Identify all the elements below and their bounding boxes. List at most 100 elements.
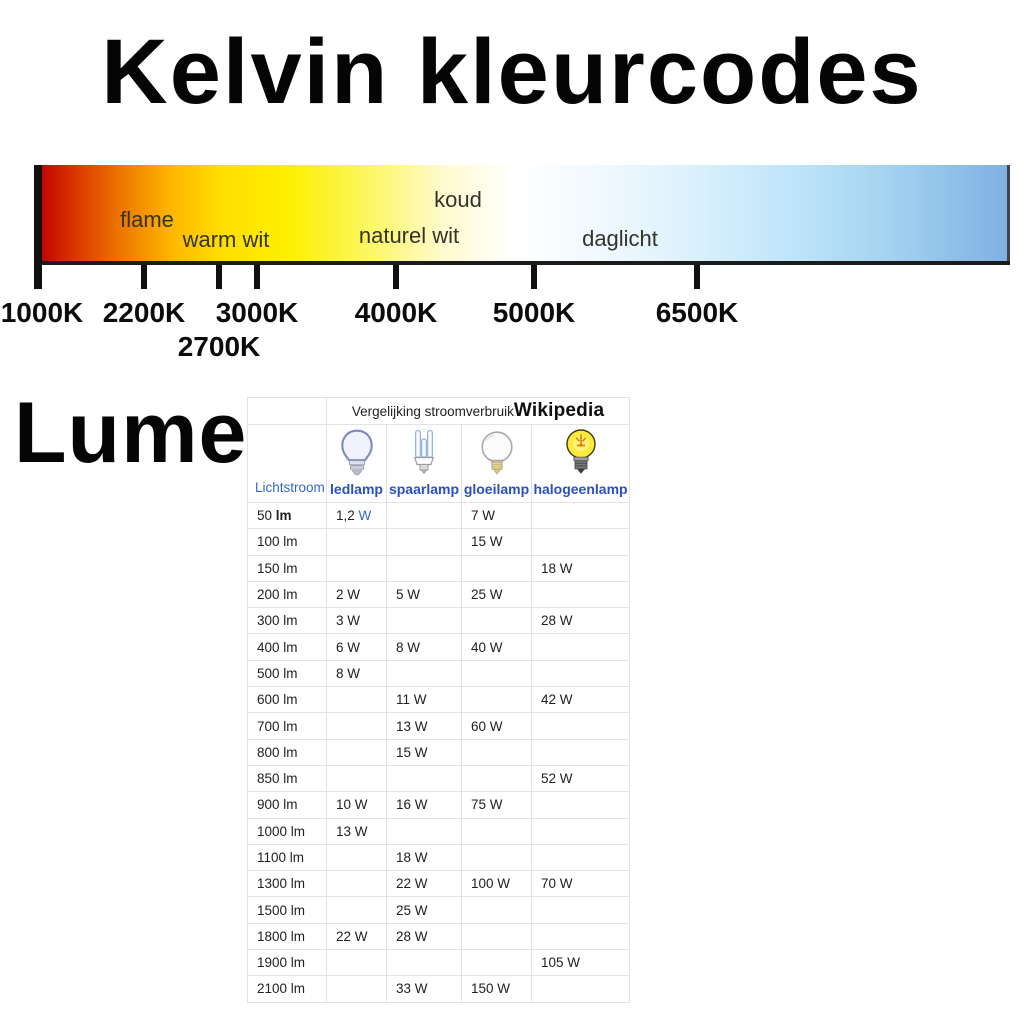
- tick-label-2700k: 2700K: [177, 331, 261, 362]
- wattage-cell: [530, 712, 631, 740]
- spaarlamp-header-cell: spaarlamp: [386, 424, 462, 503]
- table-row: 150 lm 18 W: [247, 554, 631, 582]
- wattage-cell: [530, 975, 631, 1003]
- wattage-cell: [530, 896, 631, 924]
- zone-label-flame: flame: [120, 207, 174, 232]
- wattage-cell: [326, 764, 387, 793]
- table-row: 300 lm 3 W 28 W: [247, 607, 631, 635]
- table-corner-cell: [247, 397, 327, 425]
- ledlamp-link[interactable]: ledlamp: [330, 480, 383, 497]
- tick-label-1000k: 1000K: [0, 297, 84, 328]
- wattage-cell: [326, 949, 387, 977]
- zone-label-warm-wit: warm wit: [182, 227, 270, 252]
- wattage-cell: [386, 817, 462, 845]
- wattage-cell: 18 W: [530, 554, 631, 582]
- wattage-cell: 15 W: [461, 528, 532, 556]
- wattage-cell: [530, 817, 631, 845]
- wattage-cell: [326, 528, 387, 556]
- wattage-cell: [326, 843, 387, 872]
- wattage-cell: 13 W: [326, 817, 387, 845]
- wattage-cell: 5 W: [386, 580, 462, 609]
- halogeenlamp-header-cell: halogeenlamp: [530, 424, 631, 503]
- tick-label-3000k: 3000K: [215, 297, 299, 328]
- tick-label-5000k: 5000K: [492, 297, 576, 328]
- wattage-cell: 7 W: [461, 501, 532, 530]
- wattage-cell: [326, 870, 387, 898]
- wattage-cell: [326, 975, 387, 1003]
- tick-2700k: [216, 265, 222, 289]
- page-title: Kelvin kleurcodes: [101, 21, 923, 123]
- wattage-cell: 28 W: [530, 607, 631, 635]
- halogeenlamp-link[interactable]: halogeenlamp: [533, 480, 628, 497]
- lumen-cell: 600 lm: [247, 686, 327, 714]
- wattage-cell: 42 W: [530, 686, 631, 714]
- wattage-cell: 1,2 W: [326, 501, 387, 530]
- consumption-table: Vergelijking stroomverbruikWikipedia Lic…: [247, 397, 631, 1003]
- wattage-cell: [326, 554, 387, 582]
- wattage-cell: [530, 633, 631, 661]
- wattage-cell: [386, 554, 462, 582]
- table-row: 1800 lm 22 W 28 W: [247, 922, 631, 951]
- wattage-cell: [530, 580, 631, 609]
- lichtstroom-header-cell: Lichtstroom: [247, 424, 327, 503]
- lumen-cell: 100 lm: [247, 528, 327, 556]
- wattage-cell: [461, 686, 532, 714]
- table-row: 1900 lm 105 W: [247, 949, 631, 977]
- wattage-cell: [386, 528, 462, 556]
- wattage-cell: 2 W: [326, 580, 387, 609]
- table-row: 1000 lm 13 W: [247, 817, 631, 845]
- wattage-cell: [326, 712, 387, 740]
- lumen-cell: 1000 lm: [247, 817, 327, 845]
- lumen-cell: 1100 lm: [247, 843, 327, 872]
- wattage-cell: 70 W: [530, 870, 631, 898]
- watt-link[interactable]: W: [358, 508, 372, 524]
- table-caption: Vergelijking stroomverbruik: [351, 404, 514, 419]
- wattage-cell: [326, 896, 387, 924]
- wattage-cell: 40 W: [461, 633, 532, 661]
- wattage-cell: 10 W: [326, 791, 387, 819]
- wattage-cell: [461, 817, 532, 845]
- lumen-cell: 900 lm: [247, 791, 327, 819]
- wattage-cell: 18 W: [386, 843, 462, 872]
- wattage-cell: 60 W: [461, 712, 532, 740]
- tick-4000k: [393, 265, 399, 289]
- lumen-cell: 850 lm: [247, 764, 327, 793]
- wattage-cell: [326, 686, 387, 714]
- wattage-cell: [461, 554, 532, 582]
- wattage-cell: 8 W: [326, 659, 387, 688]
- wattage-cell: [530, 791, 631, 819]
- wattage-cell: 105 W: [530, 949, 631, 977]
- wattage-cell: 75 W: [461, 791, 532, 819]
- tick-5000k: [531, 265, 537, 289]
- wattage-cell: 13 W: [386, 712, 462, 740]
- kelvin-gradient-bar: [38, 165, 1010, 261]
- halogen-bulb-icon: [563, 428, 599, 477]
- wattage-cell: 6 W: [326, 633, 387, 661]
- gloeilamp-link[interactable]: gloeilamp: [463, 480, 530, 497]
- table-row: 1300 lm 22 W 100 W 70 W: [247, 870, 631, 898]
- table-row: 500 lm 8 W: [247, 659, 631, 688]
- lumen-cell: 50 lm: [247, 501, 327, 530]
- tick-2200k: [141, 265, 147, 289]
- wattage-cell: [386, 659, 462, 688]
- wattage-cell: [530, 528, 631, 556]
- wattage-cell: [461, 738, 532, 766]
- wattage-cell: [386, 607, 462, 635]
- table-row: 1100 lm 18 W: [247, 843, 631, 872]
- lichtstroom-link[interactable]: Lichtstroom: [255, 480, 325, 495]
- spaarlamp-link[interactable]: spaarlamp: [388, 480, 460, 497]
- tick-label-6500k: 6500K: [655, 297, 739, 328]
- wattage-cell: 22 W: [386, 870, 462, 898]
- wattage-cell: [386, 764, 462, 793]
- led-bulb-icon: [338, 429, 376, 477]
- table-caption-cell: Vergelijking stroomverbruikWikipedia: [325, 397, 631, 425]
- wattage-cell: [530, 659, 631, 688]
- wattage-cell: [326, 738, 387, 766]
- zone-label-daglicht: daglicht: [582, 226, 658, 251]
- cfl-bulb-icon: [411, 429, 437, 477]
- tick-3000k: [254, 265, 260, 289]
- tick-1000k: [34, 165, 42, 289]
- lumen-cell: 500 lm: [247, 659, 327, 688]
- wattage-cell: 52 W: [530, 764, 631, 793]
- table-row: 2100 lm 33 W 150 W: [247, 975, 631, 1003]
